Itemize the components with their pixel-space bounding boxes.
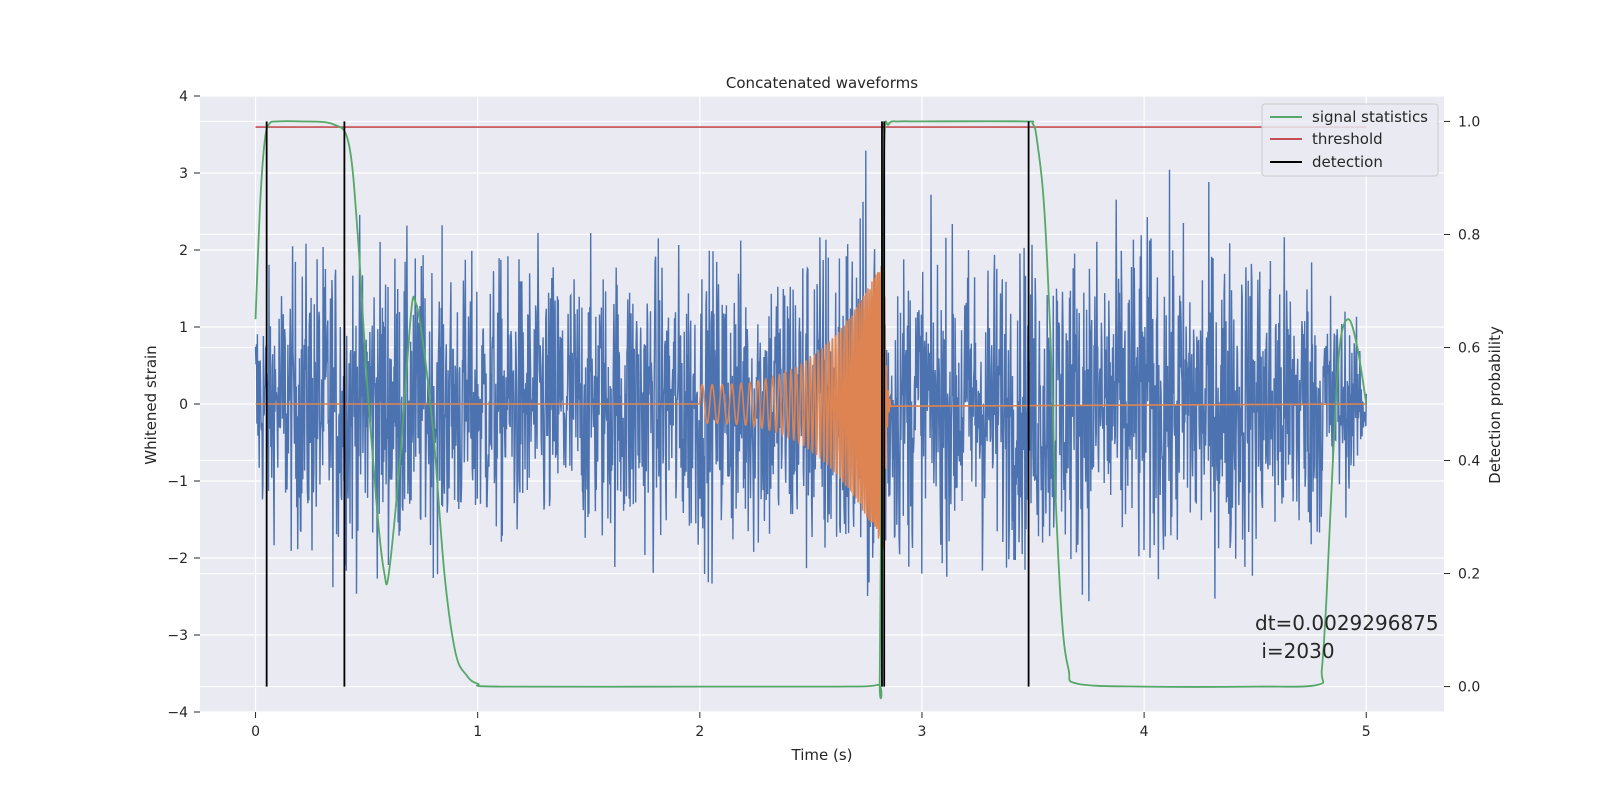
legend: signal statistics threshold detection bbox=[1261, 103, 1439, 177]
y2-axis-label: Detection probability bbox=[1486, 326, 1504, 484]
legend-label-signal-statistics: signal statistics bbox=[1312, 108, 1428, 126]
y-tick-label: 0 bbox=[179, 397, 188, 413]
template-waveform-series bbox=[255, 260, 1367, 550]
y-tick-label: 1 bbox=[179, 320, 188, 336]
y2-tick-label: 0.8 bbox=[1458, 227, 1480, 243]
x-tick-label: 1 bbox=[473, 724, 482, 740]
left-y-axis-ticks: 4 3 2 1 0 −1 −2 −3 −4 bbox=[167, 89, 200, 721]
template-line bbox=[255, 260, 1367, 550]
x-axis-ticks: 0 1 2 3 4 5 bbox=[251, 712, 1371, 740]
y-tick-label: −3 bbox=[167, 628, 188, 644]
dt-annotation: dt=0.0029296875 i=2030 bbox=[1255, 611, 1439, 663]
detection-markers bbox=[265, 121, 1030, 687]
y2-tick-label: 0.4 bbox=[1458, 454, 1480, 470]
signal-statistics-series bbox=[254, 120, 1368, 700]
signal-statistics-line bbox=[254, 120, 1368, 700]
y-tick-label: −4 bbox=[167, 705, 188, 721]
chart-title: Concatenated waveforms bbox=[726, 74, 918, 92]
x-tick-label: 0 bbox=[251, 724, 260, 740]
annotation-line: i=2030 bbox=[1255, 639, 1335, 663]
y-axis-label: Whitened strain bbox=[142, 345, 160, 464]
y-tick-label: 2 bbox=[179, 243, 188, 259]
x-tick-label: 3 bbox=[918, 724, 927, 740]
y-tick-label: 4 bbox=[179, 89, 188, 105]
legend-label-detection: detection bbox=[1312, 153, 1383, 171]
y2-tick-label: 0.0 bbox=[1458, 680, 1480, 696]
x-tick-label: 2 bbox=[695, 724, 704, 740]
y-tick-label: −1 bbox=[167, 474, 188, 490]
y-tick-label: −2 bbox=[167, 551, 188, 567]
y2-tick-label: 1.0 bbox=[1458, 114, 1480, 130]
x-axis-label: Time (s) bbox=[791, 746, 853, 764]
y2-tick-label: 0.6 bbox=[1458, 340, 1480, 356]
right-y-axis-ticks: 1.0 0.8 0.6 0.4 0.2 0.0 bbox=[1444, 114, 1480, 696]
annotation-line: dt=0.0029296875 bbox=[1255, 611, 1439, 635]
legend-box bbox=[1261, 103, 1439, 177]
x-tick-label: 5 bbox=[1362, 724, 1371, 740]
x-tick-label: 4 bbox=[1140, 724, 1149, 740]
y2-tick-label: 0.2 bbox=[1458, 567, 1480, 583]
legend-label-threshold: threshold bbox=[1312, 130, 1383, 148]
y-tick-label: 3 bbox=[179, 166, 188, 182]
